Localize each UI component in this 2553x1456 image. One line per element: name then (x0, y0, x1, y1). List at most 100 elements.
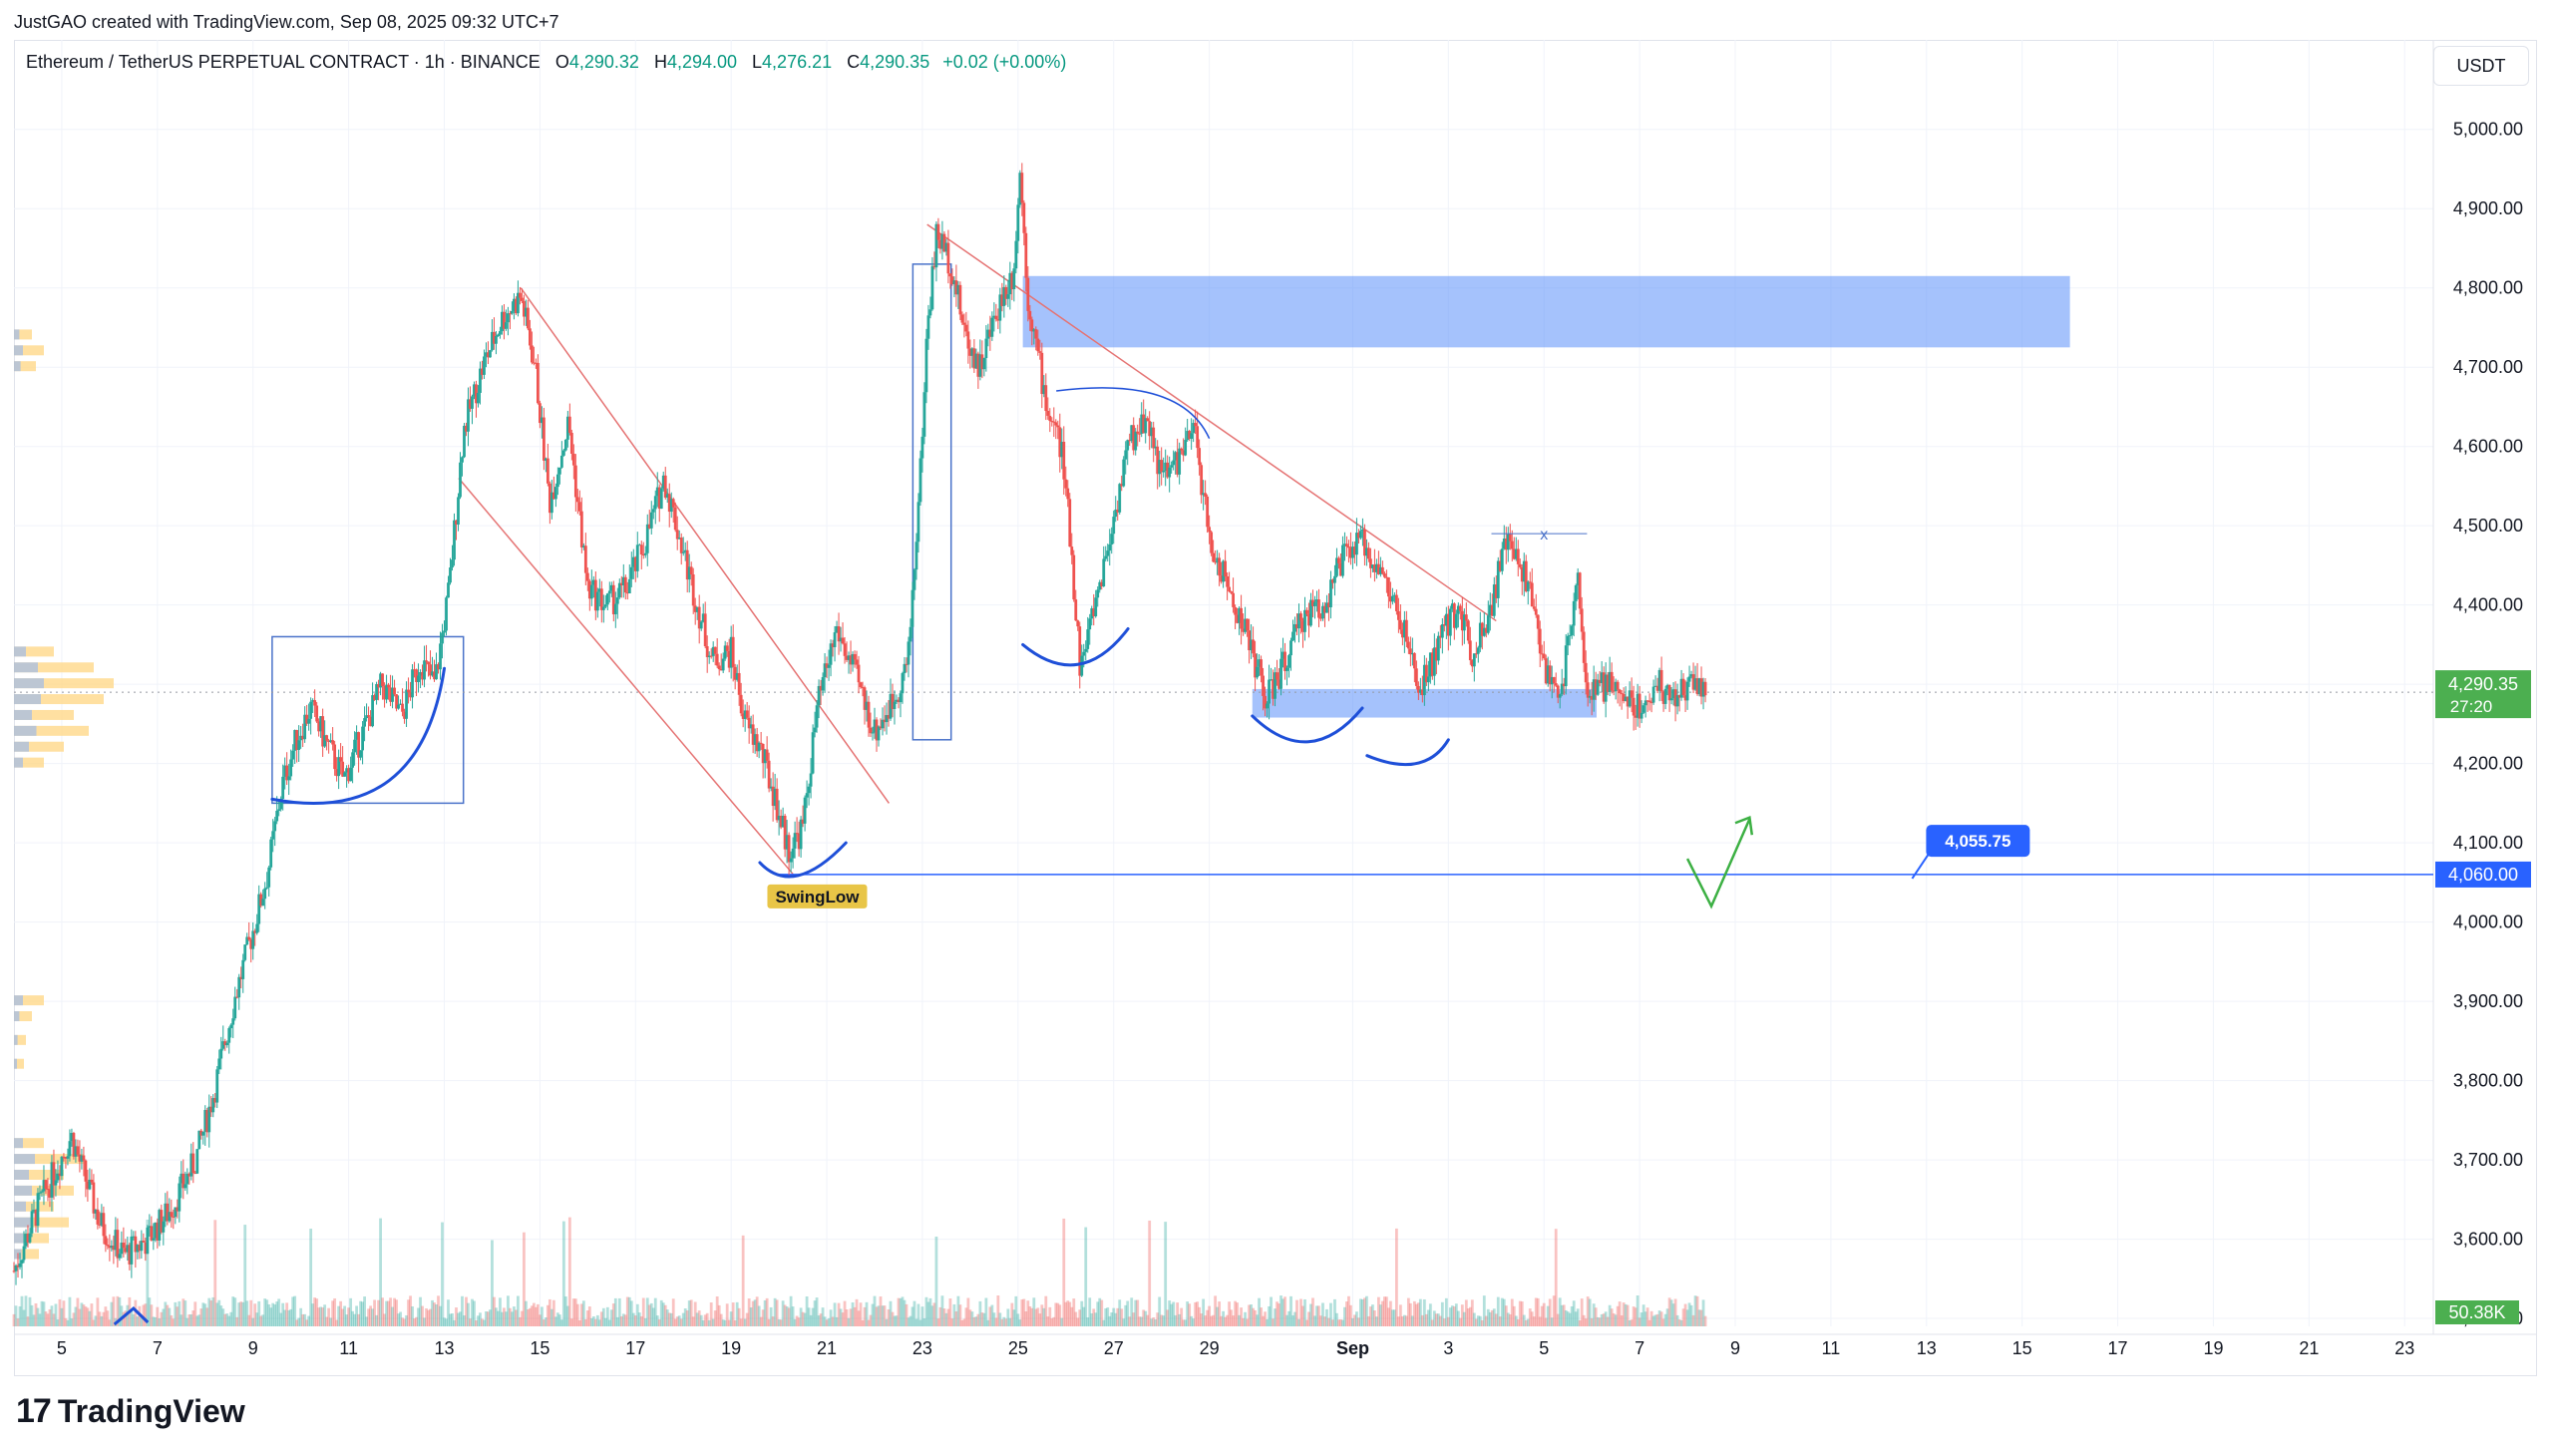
volume-bar (357, 1313, 361, 1326)
candle-body (789, 858, 793, 863)
volume-bar (279, 1312, 283, 1326)
volume-profile-bar (14, 329, 32, 340)
candle-body (1430, 652, 1434, 676)
candle-body (801, 819, 805, 824)
candle-body (1530, 582, 1534, 607)
volume-bar (585, 1310, 589, 1326)
volume-bar (986, 1319, 990, 1326)
volume-profile-bar-inner (14, 694, 41, 705)
candle-body (1100, 581, 1104, 587)
volume-bar (1004, 1318, 1008, 1326)
volume-bar (918, 1319, 922, 1326)
volume-bar (166, 1304, 170, 1326)
volume-bar (221, 1308, 225, 1326)
candle-body (1510, 541, 1514, 549)
candle-body (12, 1271, 16, 1273)
volume-bar (327, 1307, 331, 1326)
volume-bar (1496, 1296, 1500, 1326)
volume-bar (1564, 1309, 1568, 1326)
candle-body (325, 735, 329, 741)
volume-bar (1100, 1299, 1104, 1326)
volume-bar (942, 1308, 946, 1326)
candle-body (1028, 310, 1032, 320)
volume-bar (185, 1317, 189, 1326)
volume-bar (1636, 1295, 1640, 1326)
candle-body (615, 597, 619, 604)
volume-bar (1008, 1317, 1012, 1326)
candle-body (1351, 546, 1354, 558)
volume-bar (869, 1314, 873, 1326)
candle-body (733, 666, 737, 680)
candle-body (1612, 690, 1616, 692)
volume-bar (1357, 1317, 1360, 1326)
candle-body (487, 352, 490, 358)
volume-bar (505, 1311, 508, 1326)
candle-body (751, 724, 755, 745)
candle-body (623, 576, 627, 593)
candle-body (295, 730, 299, 750)
symbol-title[interactable]: Ethereum / TetherUS PERPETUAL CONTRACT ·… (26, 52, 541, 72)
volume-bar (511, 1311, 514, 1326)
volume-bar (944, 1312, 948, 1326)
candle-body (893, 701, 897, 709)
volume-bar (349, 1297, 353, 1326)
x-tick-label: Sep (1336, 1338, 1369, 1358)
candle-body (381, 673, 384, 687)
candle-body (1383, 573, 1386, 577)
candle-body (1010, 272, 1014, 290)
candle-body (723, 645, 727, 659)
volume-bar (1070, 1306, 1074, 1326)
candle-body (70, 1133, 74, 1142)
candle-body (1480, 622, 1484, 636)
volume-bar (1102, 1319, 1106, 1326)
volume-bar (587, 1306, 591, 1326)
volume-bar (1168, 1300, 1172, 1326)
volume-bar (1544, 1317, 1548, 1326)
candle-body (707, 655, 711, 657)
volume-bar (689, 1299, 693, 1326)
volume-bar (661, 1302, 665, 1326)
candle-body (357, 732, 361, 758)
volume-bar (267, 1303, 271, 1326)
tradingview-mark-icon: 17 (16, 1392, 52, 1430)
volume-bar (437, 1295, 440, 1326)
volume-bar (503, 1307, 506, 1326)
candle-body (156, 1222, 160, 1241)
candle-body (461, 457, 464, 463)
candle-body (1262, 675, 1265, 696)
candle-body (1274, 672, 1276, 699)
volume-bar (1560, 1304, 1564, 1326)
volume-bar (193, 1301, 197, 1326)
candle-body (445, 597, 448, 631)
volume-bar (1464, 1299, 1468, 1326)
candle-body (1068, 499, 1072, 547)
volume-bar (1391, 1309, 1394, 1326)
consolidation-box (271, 635, 465, 805)
volume-bar (741, 1235, 745, 1326)
x-tick-label: 7 (153, 1338, 163, 1358)
candle-body (1438, 635, 1442, 638)
candle-body (1446, 613, 1450, 636)
volume-bar (395, 1299, 398, 1326)
volume-bar (1643, 1311, 1647, 1326)
currency-button[interactable]: USDT (2433, 46, 2529, 86)
volume-bar (1325, 1308, 1328, 1326)
candle-body (1534, 608, 1538, 615)
volume-bar (176, 1306, 180, 1326)
candle-body (909, 626, 912, 642)
candle-body (1162, 470, 1166, 473)
volume-bar (593, 1318, 597, 1326)
candle-body (1626, 696, 1630, 707)
candle-body (1554, 683, 1558, 686)
x-tick-label: 23 (2394, 1338, 2414, 1358)
volume-bar (525, 1300, 528, 1326)
volume-bar (489, 1309, 492, 1326)
volume-bar (707, 1319, 711, 1326)
tradingview-logo[interactable]: 17 TradingView (16, 1392, 245, 1431)
candle-body (1020, 173, 1024, 203)
candle-body (711, 646, 715, 656)
y-tick-label: 4,000.00 (2453, 912, 2523, 932)
volume-bar (851, 1301, 855, 1326)
candle-body (703, 613, 707, 647)
